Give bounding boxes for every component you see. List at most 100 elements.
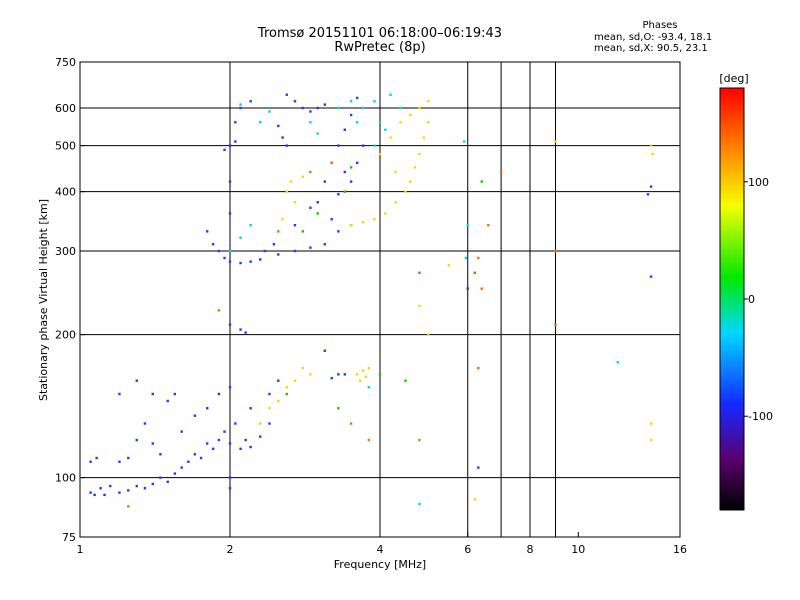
data-point	[211, 243, 215, 246]
chart-title-line-2: RwPretec (8p)	[334, 40, 426, 55]
data-point	[127, 505, 130, 508]
data-point	[355, 161, 359, 165]
data-point	[330, 161, 333, 165]
data-point	[135, 438, 138, 442]
data-point	[249, 100, 252, 103]
y-axis-label: Stationary phase Virtual Height [km]	[37, 199, 50, 401]
data-point	[89, 460, 92, 463]
data-point	[487, 224, 490, 227]
data-point	[268, 422, 271, 425]
data-point	[249, 260, 252, 263]
data-point	[228, 144, 232, 147]
data-point	[378, 152, 382, 156]
data-point	[249, 407, 252, 410]
data-point	[349, 224, 353, 227]
data-point	[223, 256, 226, 260]
data-point	[217, 249, 221, 253]
data-point	[143, 422, 147, 425]
data-point	[427, 100, 430, 103]
data-point	[293, 249, 297, 253]
data-point	[301, 230, 305, 233]
data-point	[418, 106, 421, 110]
data-point	[422, 136, 426, 139]
y-tick-label: 750	[55, 56, 76, 69]
phases-o-mode-stats: mean, sd,O: -93.4, 18.1	[594, 32, 713, 43]
data-point	[151, 392, 155, 396]
data-point	[118, 392, 121, 396]
data-point	[361, 144, 365, 147]
data-point	[418, 502, 421, 506]
data-point	[277, 253, 280, 256]
data-point	[389, 93, 392, 96]
y-tick-label: 400	[55, 186, 76, 199]
data-point	[301, 175, 305, 178]
data-point	[239, 447, 242, 451]
data-point	[211, 447, 215, 451]
data-point	[166, 480, 169, 484]
data-point	[480, 180, 483, 183]
data-point	[378, 121, 382, 124]
data-point	[118, 491, 121, 494]
data-point	[616, 361, 619, 364]
data-point	[228, 260, 232, 263]
data-point	[285, 386, 288, 389]
data-point	[646, 193, 650, 196]
data-point	[418, 271, 421, 274]
data-point	[316, 212, 319, 215]
data-point	[244, 438, 247, 442]
data-point	[127, 489, 130, 492]
data-point	[239, 103, 242, 106]
data-point	[228, 323, 232, 326]
data-point	[361, 369, 365, 372]
data-point	[103, 493, 106, 497]
data-point	[337, 230, 340, 233]
data-point	[285, 190, 288, 193]
data-point	[180, 430, 183, 433]
data-point	[277, 124, 280, 128]
data-point	[309, 246, 312, 249]
data-point	[323, 103, 327, 106]
data-point	[337, 407, 340, 410]
data-point	[239, 236, 242, 239]
y-tick-label: 300	[55, 245, 76, 258]
data-point	[223, 430, 226, 433]
data-point	[651, 152, 654, 156]
data-point	[649, 185, 653, 188]
data-point	[293, 224, 297, 227]
colorbar	[719, 87, 745, 511]
data-point	[343, 128, 347, 131]
colorbar-label: [deg]	[719, 72, 748, 85]
data-point	[193, 414, 197, 417]
x-tick-label: 10	[571, 543, 585, 556]
data-point	[309, 373, 312, 376]
x-axis-label: Frequency [MHz]	[334, 558, 426, 571]
data-point	[343, 170, 347, 174]
data-point	[228, 386, 232, 389]
data-point	[462, 140, 466, 143]
data-point	[143, 487, 147, 490]
data-point	[301, 106, 305, 110]
data-point	[337, 106, 340, 110]
data-point	[234, 422, 237, 425]
data-point	[394, 170, 397, 174]
data-point	[337, 373, 340, 376]
data-point	[285, 392, 288, 396]
y-tick-label: 600	[55, 102, 76, 115]
data-point	[554, 140, 557, 143]
data-point	[389, 136, 392, 139]
x-tick-label: 1	[77, 543, 84, 556]
colorbar-ticks: 100 0 -100	[744, 176, 773, 423]
data-point	[349, 166, 353, 169]
data-point	[127, 456, 130, 460]
data-point	[309, 110, 312, 113]
phases-title: Phases	[642, 20, 678, 31]
data-point	[316, 201, 319, 204]
data-point	[228, 476, 232, 479]
data-point	[649, 438, 653, 442]
data-point	[268, 392, 271, 396]
data-point	[151, 482, 155, 486]
x-tick-label: 4	[377, 543, 384, 556]
data-point	[309, 121, 312, 124]
data-point	[343, 190, 347, 193]
colorbar-tick-label: 0	[748, 293, 755, 306]
